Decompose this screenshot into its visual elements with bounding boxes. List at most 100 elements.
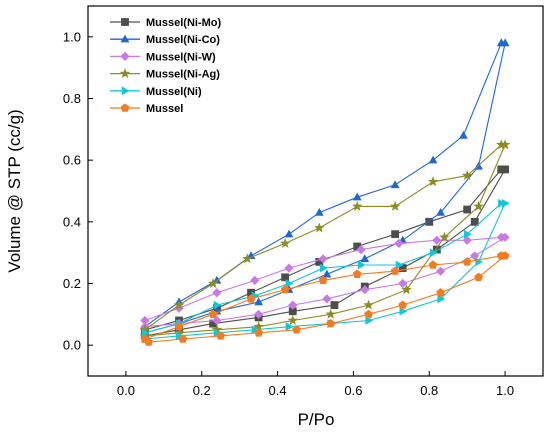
data-point: [360, 254, 370, 263]
series-5: [140, 251, 510, 346]
data-point: [436, 208, 445, 216]
data-point: [463, 205, 472, 214]
data-point: [496, 38, 506, 47]
data-point: [427, 176, 439, 187]
data-point: [209, 319, 218, 328]
data-point: [352, 200, 363, 211]
legend-marker: [119, 68, 131, 79]
data-point: [353, 242, 362, 251]
data-point: [473, 200, 484, 211]
data-point: [173, 299, 185, 310]
data-point: [318, 254, 328, 264]
series-3: [139, 139, 511, 341]
y-axis-ticks: 0.0 0.2 0.4 0.6 0.8 1.0: [63, 29, 93, 353]
data-point: [461, 170, 473, 180]
data-point: [463, 229, 472, 239]
data-point: [279, 237, 291, 248]
data-point: [175, 331, 184, 341]
data-point: [425, 217, 434, 226]
data-point: [357, 260, 366, 270]
data-point: [364, 309, 373, 319]
data-point: [365, 316, 374, 325]
data-point: [322, 294, 332, 304]
data-point: [363, 299, 374, 310]
data-point: [288, 300, 298, 310]
data-point: [207, 278, 219, 288]
legend-marker: [120, 103, 130, 112]
data-point: [389, 200, 401, 211]
y-tick-label: 0.6: [63, 153, 81, 168]
x-tick-label: 0.4: [269, 383, 287, 398]
data-point: [242, 253, 253, 264]
y-axis-title: Volume @ STP (cc/g): [5, 109, 24, 272]
x-axis-title: P/Po: [298, 410, 335, 429]
data-point: [401, 284, 412, 295]
data-point: [394, 238, 404, 248]
data-point: [254, 328, 263, 337]
data-point: [285, 322, 294, 331]
data-point: [287, 315, 298, 325]
legend-label: Mussel(Ni-Ag): [146, 69, 220, 81]
data-point: [470, 251, 480, 261]
data-point: [330, 301, 339, 309]
data-point: [352, 192, 362, 201]
data-point: [280, 285, 290, 294]
data-point: [439, 231, 450, 242]
data-point: [284, 263, 294, 273]
data-point: [428, 155, 438, 164]
x-tick-label: 0.0: [117, 383, 135, 398]
data-point: [281, 273, 290, 282]
data-point: [251, 325, 260, 335]
data-point: [253, 321, 264, 332]
data-point: [174, 303, 184, 313]
data-point: [432, 235, 442, 245]
data-point: [497, 165, 506, 174]
data-point: [436, 266, 446, 276]
data-point: [318, 275, 328, 285]
data-point: [211, 324, 223, 335]
legend-label: Mussel: [146, 103, 183, 115]
data-point: [254, 297, 263, 306]
x-axis-ticks: 0.0 0.2 0.4 0.6 0.8 1.0: [117, 371, 514, 398]
data-point: [326, 319, 335, 328]
data-point: [474, 272, 483, 282]
data-point: [459, 130, 468, 139]
data-point: [212, 315, 222, 326]
x-tick-label: 0.6: [344, 383, 362, 398]
data-point: [325, 308, 336, 319]
data-point: [429, 248, 438, 257]
y-tick-label: 0.4: [63, 214, 81, 229]
data-point: [216, 331, 226, 340]
x-tick-label: 0.2: [193, 383, 211, 398]
data-point: [178, 334, 188, 343]
legend-label: Mussel(Ni): [146, 86, 202, 98]
data-point: [428, 260, 438, 269]
data-point: [356, 245, 366, 255]
legend-label: Mussel(Ni-Mo): [146, 17, 222, 29]
data-point: [496, 232, 506, 242]
data-point: [395, 260, 404, 270]
data-point: [212, 288, 222, 298]
data-point: [470, 217, 479, 226]
data-point: [314, 222, 325, 233]
series-0: [140, 165, 509, 340]
plot-frame: [87, 5, 544, 377]
data-point: [391, 230, 400, 239]
legend-label: Mussel(Ni-Co): [146, 34, 220, 46]
data-point: [174, 322, 184, 331]
legend-marker: [121, 86, 130, 96]
data-point: [140, 315, 150, 326]
legend: Mussel(Ni-Mo) Mussel(Ni-Co) Mussel(Ni-W) Mu…: [110, 17, 222, 115]
data-point: [319, 263, 328, 273]
data-point: [436, 288, 445, 297]
x-tick-label: 1.0: [496, 383, 514, 398]
legend-marker: [120, 51, 130, 61]
data-point: [496, 251, 506, 260]
data-point: [314, 208, 324, 216]
data-point: [284, 229, 294, 238]
series-2: [140, 232, 510, 332]
legend-marker: [120, 34, 130, 43]
data-point: [315, 258, 324, 266]
data-point: [432, 245, 441, 254]
